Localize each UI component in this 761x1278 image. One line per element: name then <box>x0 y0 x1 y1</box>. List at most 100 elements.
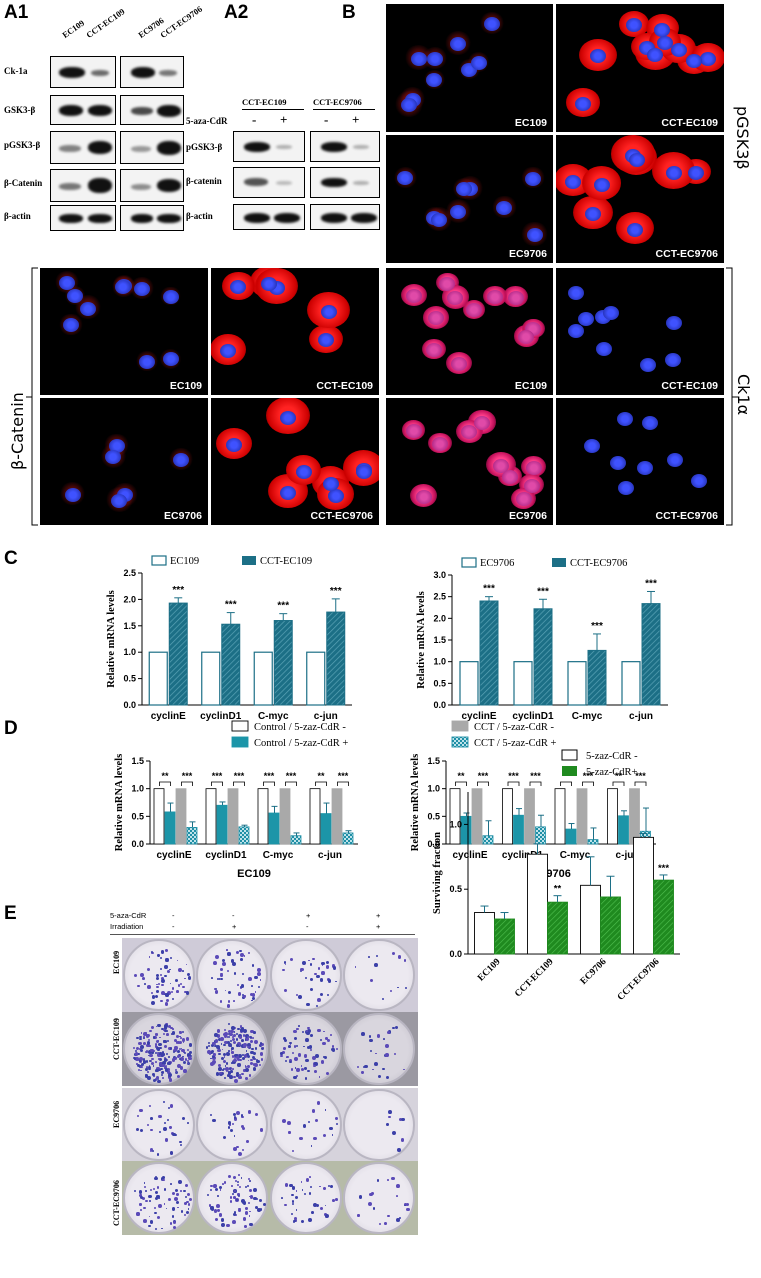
micro-label: EC9706 <box>164 510 202 522</box>
significance-label: *** <box>330 586 342 597</box>
colony <box>221 1223 225 1227</box>
aza-sign: - <box>232 911 235 920</box>
colony <box>237 1183 240 1187</box>
colony <box>368 1035 372 1039</box>
cell-nucleus <box>230 280 247 295</box>
colony <box>314 1119 318 1123</box>
colony <box>218 1052 221 1056</box>
colony <box>254 990 257 993</box>
colony <box>248 1035 251 1038</box>
colony <box>289 957 293 961</box>
cell-nucleus <box>524 171 541 186</box>
colony <box>242 994 247 999</box>
x-tick-label: CCT-EC9706 <box>616 957 662 1003</box>
y-tick-label: 0.5 <box>433 678 446 688</box>
micro-label: CCT-EC109 <box>316 380 373 392</box>
colony <box>398 1117 402 1121</box>
colony <box>222 962 226 967</box>
colony <box>245 1050 248 1052</box>
colony <box>249 1179 252 1182</box>
colony <box>230 1029 234 1034</box>
colony <box>169 1126 172 1129</box>
colony <box>262 1203 266 1207</box>
colony <box>224 1032 229 1037</box>
colony <box>175 1201 179 1205</box>
colony <box>217 1195 219 1197</box>
significance-label: ** <box>615 771 623 781</box>
colony <box>149 1188 152 1191</box>
colony <box>247 1043 251 1048</box>
legend-label: 5-zaz-CdR - <box>586 751 638 762</box>
aza-sign: - <box>172 911 175 920</box>
colony <box>150 1061 155 1066</box>
bar <box>576 788 588 845</box>
colony <box>246 1184 250 1187</box>
bar <box>168 602 188 706</box>
colony <box>161 1077 164 1079</box>
colony <box>212 1055 217 1060</box>
colony <box>213 1053 216 1056</box>
culture-plate <box>343 1162 415 1234</box>
significance-label: *** <box>286 771 297 781</box>
colony <box>254 1063 259 1067</box>
blot-a1-row-label: β-actin <box>4 211 31 221</box>
colony <box>228 1067 232 1071</box>
colony <box>252 1066 257 1071</box>
colony <box>183 1051 185 1053</box>
colony <box>158 1197 160 1199</box>
blot-box <box>120 95 184 125</box>
colony <box>214 990 219 995</box>
blot-a2-row-label: β-catenin <box>186 176 222 186</box>
brackets <box>26 267 738 526</box>
colony <box>255 1112 259 1116</box>
colony <box>210 1043 214 1047</box>
colony <box>391 951 396 956</box>
colony <box>145 1199 148 1203</box>
colony <box>241 1124 245 1128</box>
legend-label: EC109 <box>170 556 199 567</box>
y-tick-label: 0.0 <box>449 949 462 959</box>
micro-image: CCT-EC9706 <box>556 135 724 263</box>
colony <box>180 1057 184 1061</box>
colony <box>241 1057 245 1061</box>
colony <box>328 1184 331 1187</box>
bar <box>479 600 499 706</box>
cell-nucleus <box>610 455 627 470</box>
colony <box>237 1027 240 1031</box>
x-tick-label: cyclinD1 <box>200 711 242 722</box>
colony <box>233 1196 236 1199</box>
cell-nucleus <box>525 460 542 475</box>
colony <box>314 1070 317 1073</box>
colony <box>357 1214 360 1217</box>
colony <box>304 1058 309 1063</box>
cell-nucleus <box>397 171 414 186</box>
colony <box>155 1039 159 1043</box>
colony <box>141 1063 145 1067</box>
colony <box>284 1059 287 1063</box>
significance-bracket <box>612 781 625 787</box>
colony <box>163 1039 168 1044</box>
colony <box>154 994 158 999</box>
panel-label-b: B <box>342 2 356 23</box>
colony <box>148 1044 151 1048</box>
colony <box>244 1065 247 1068</box>
colony <box>240 1177 243 1179</box>
colony <box>283 1037 287 1041</box>
colony <box>231 1185 233 1187</box>
y-tick-label: 2.0 <box>433 613 446 623</box>
colony <box>289 1183 293 1187</box>
cell-nucleus <box>585 207 602 222</box>
colony <box>165 993 169 997</box>
micro-image: EC109 <box>40 268 208 395</box>
colony <box>141 1196 146 1200</box>
cell-nucleus <box>666 316 683 331</box>
colony <box>143 1206 146 1210</box>
colony <box>146 967 150 971</box>
colony <box>234 972 237 975</box>
colony <box>155 1196 159 1200</box>
cell-nucleus <box>139 354 156 369</box>
colony <box>217 1037 222 1041</box>
colony <box>156 1046 158 1048</box>
colony <box>222 1052 227 1057</box>
colony <box>368 1201 373 1206</box>
